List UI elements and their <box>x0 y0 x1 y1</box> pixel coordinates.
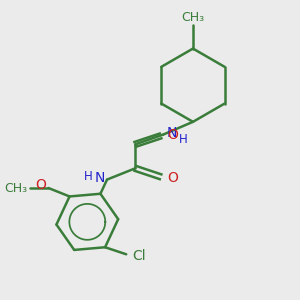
Text: CH₃: CH₃ <box>182 11 205 24</box>
Text: H: H <box>84 170 93 183</box>
Text: O: O <box>35 178 46 192</box>
Text: N: N <box>94 171 105 185</box>
Text: O: O <box>167 171 178 185</box>
Text: Cl: Cl <box>132 249 146 263</box>
Text: H: H <box>179 133 188 146</box>
Text: N: N <box>167 126 177 140</box>
Text: O: O <box>167 128 178 142</box>
Text: CH₃: CH₃ <box>4 182 27 194</box>
